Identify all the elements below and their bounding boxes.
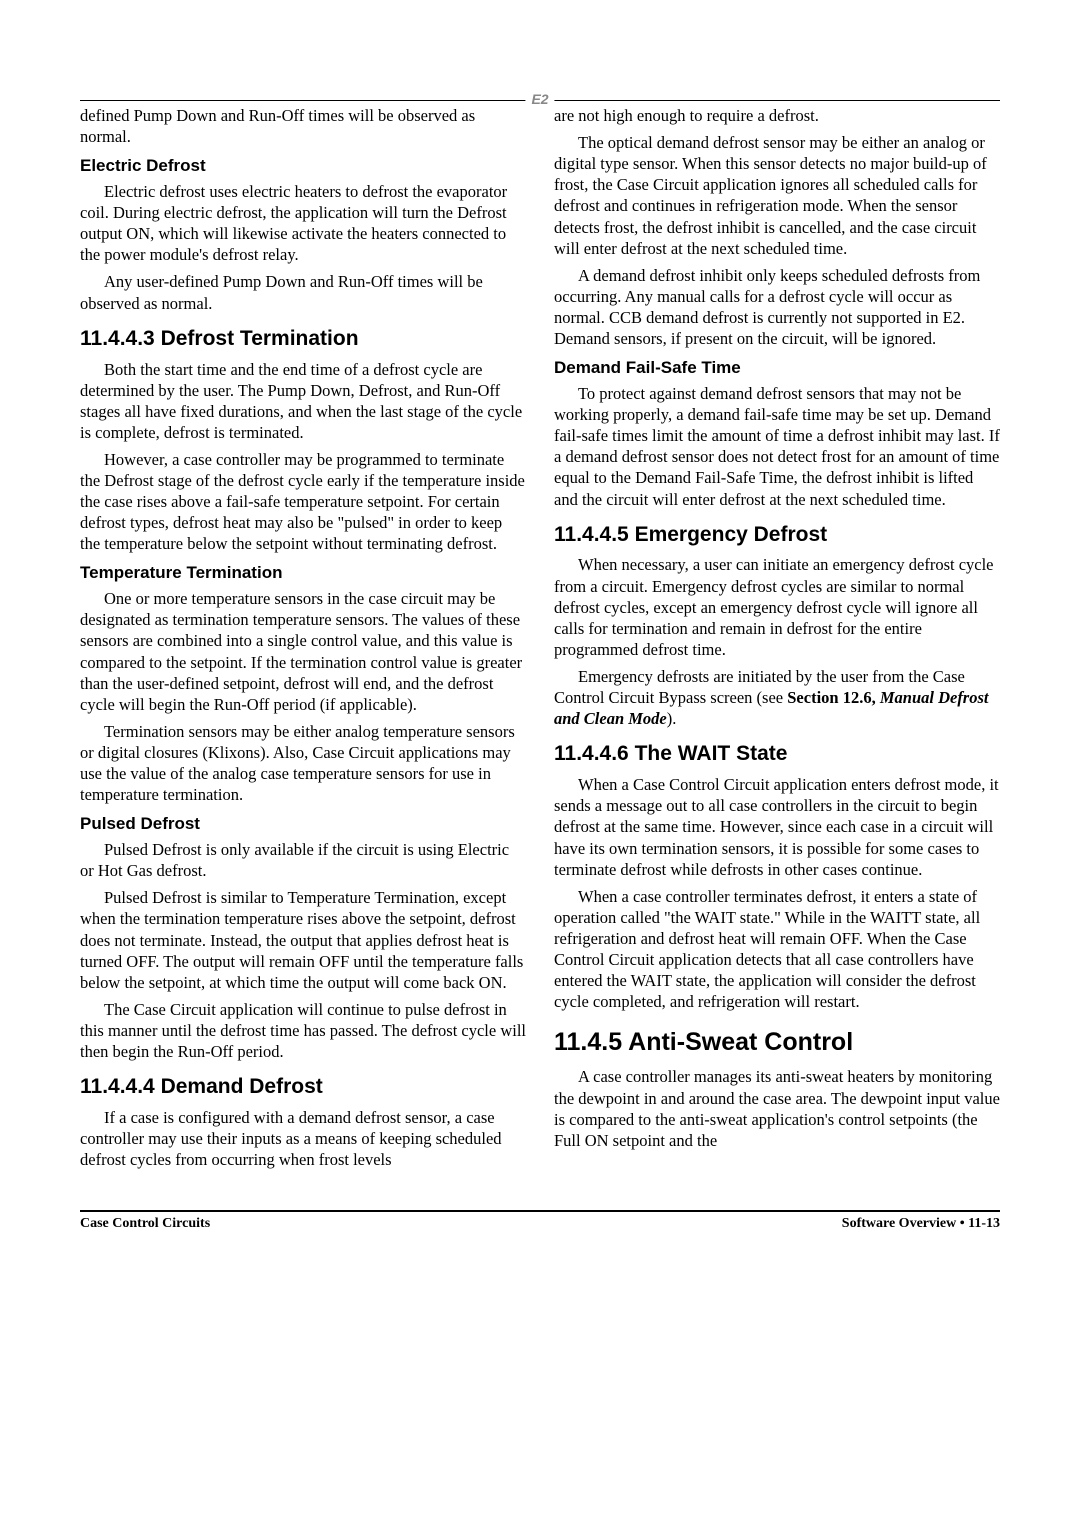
heading-pulsed-defrost: Pulsed Defrost [80, 813, 526, 835]
para: A demand defrost inhibit only keeps sche… [554, 265, 1000, 349]
para: To protect against demand defrost sensor… [554, 383, 1000, 510]
para: When necessary, a user can initiate an e… [554, 554, 1000, 660]
heading-11-4-4-3: 11.4.4.3 Defrost Termination [80, 326, 526, 353]
para: When a case controller terminates defros… [554, 886, 1000, 1013]
para: Pulsed Defrost is only available if the … [80, 839, 526, 881]
footer-left-text: Case Control Circuits [80, 1216, 210, 1231]
text: ). [667, 709, 677, 728]
footer: Case Control Circuits Software Overview … [80, 1210, 1000, 1232]
para: defined Pump Down and Run-Off times will… [80, 105, 526, 147]
para: Electric defrost uses electric heaters t… [80, 181, 526, 265]
para: Pulsed Defrost is similar to Temperature… [80, 887, 526, 993]
para: One or more temperature sensors in the c… [80, 588, 526, 715]
heading-11-4-4-5: 11.4.4.5 Emergency Defrost [554, 522, 1000, 549]
para: A case controller manages its anti-sweat… [554, 1066, 1000, 1150]
heading-electric-defrost: Electric Defrost [80, 155, 526, 177]
para: When a Case Control Circuit application … [554, 774, 1000, 880]
para: Termination sensors may be either analog… [80, 721, 526, 805]
heading-11-4-5: 11.4.5 Anti-Sweat Control [554, 1026, 1000, 1058]
para: Both the start time and the end time of … [80, 359, 526, 443]
para: Emergency defrosts are initiated by the … [554, 666, 1000, 729]
header-logo: E2 [525, 91, 554, 107]
footer-page: 11-13 [968, 1216, 1000, 1231]
footer-left: Case Control Circuits [80, 1216, 210, 1232]
para: are not high enough to require a defrost… [554, 105, 1000, 126]
heading-11-4-4-4: 11.4.4.4 Demand Defrost [80, 1074, 526, 1101]
body-columns: defined Pump Down and Run-Off times will… [80, 105, 1000, 1170]
footer-right: Software Overview • 11-13 [842, 1216, 1000, 1232]
heading-11-4-4-6: 11.4.4.6 The WAIT State [554, 741, 1000, 768]
heading-temperature-termination: Temperature Termination [80, 562, 526, 584]
ref-section: Section 12.6, [787, 688, 880, 707]
para: The Case Circuit application will contin… [80, 999, 526, 1062]
header-rule: E2 [80, 100, 1000, 101]
para: If a case is configured with a demand de… [80, 1107, 526, 1170]
para: The optical demand defrost sensor may be… [554, 132, 1000, 259]
footer-right-a: Software Overview • [842, 1216, 968, 1231]
para: Any user-defined Pump Down and Run-Off t… [80, 271, 526, 313]
para: However, a case controller may be progra… [80, 449, 526, 555]
heading-demand-failsafe: Demand Fail-Safe Time [554, 357, 1000, 379]
